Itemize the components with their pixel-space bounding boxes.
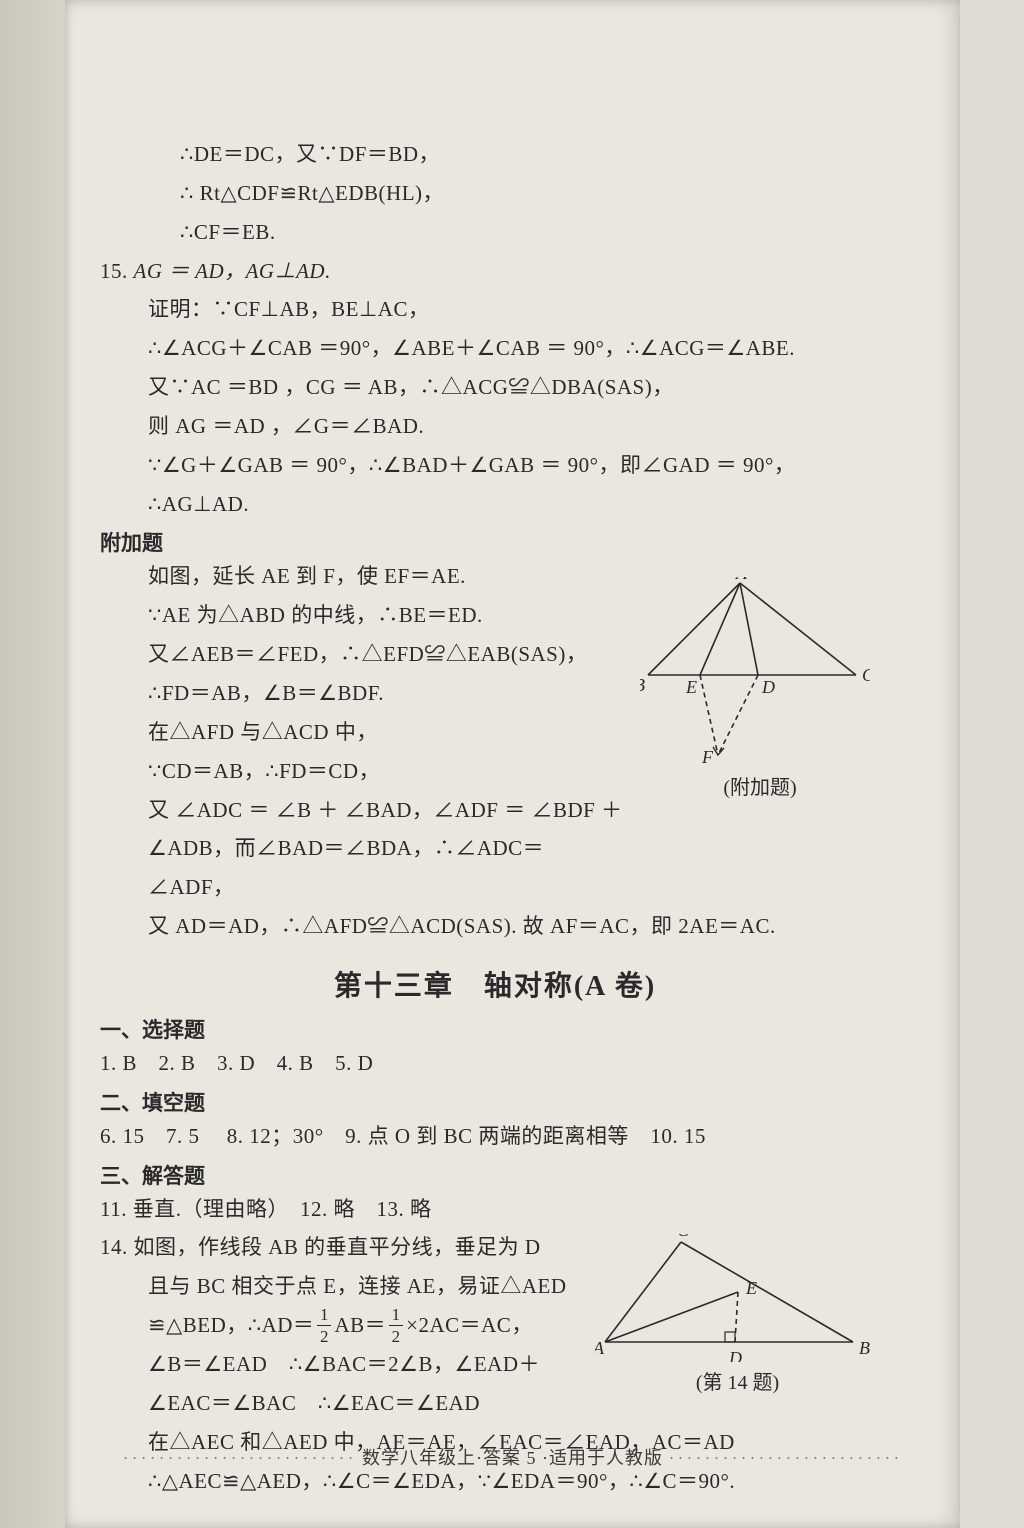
sec2-header: 二、填空题: [100, 1087, 890, 1117]
q15-l6: ∴AG⊥AD.: [100, 485, 890, 524]
q15-l1: 证明：∵CF⊥AB，BE⊥AC，: [100, 290, 890, 329]
svg-text:D: D: [728, 1348, 742, 1362]
q14-l3c: ×2AC＝AC，: [406, 1306, 533, 1345]
page-footer: ·························· 数学八年级上·答案 5 ·…: [65, 1444, 960, 1470]
svg-text:B: B: [859, 1338, 870, 1358]
extra-l7: 又 ∠ADC ＝ ∠B ＋ ∠BAD，∠ADF ＝ ∠BDF ＋: [100, 791, 630, 830]
sec2-line: 6. 15 7. 5 8. 12；30° 9. 点 O 到 BC 两端的距离相等…: [100, 1117, 890, 1156]
top-line-3: ∴CF＝EB.: [100, 213, 890, 252]
sec1-header: 一、选择题: [100, 1014, 890, 1044]
svg-text:E: E: [685, 677, 697, 697]
extra-fig-caption: (附加题): [640, 771, 880, 800]
q14-l1: 14. 如图，作线段 AB 的垂直平分线，垂足为 D: [100, 1228, 590, 1267]
extra-header: 附加题: [100, 527, 890, 557]
sec3-header: 三、解答题: [100, 1160, 890, 1190]
q15-l2: ∴∠ACG＋∠CAB ＝90°，∠ABE＋∠CAB ＝ 90°，∴∠ACG＝∠A…: [100, 329, 890, 368]
extra-l1: 如图，延长 AE 到 F，使 EF＝AE.: [100, 557, 630, 596]
q15-l5: ∵∠G＋∠GAB ＝ 90°，∴∠BAD＋∠GAB ＝ 90°，即∠GAD ＝ …: [100, 446, 890, 485]
extra-figure: A B C D E F (附加题): [640, 577, 880, 800]
q15-head: 15. AG ＝ AD，AG⊥AD.: [100, 252, 890, 291]
svg-text:A: A: [735, 577, 748, 583]
footer-text: 数学八年级上·答案 5 ·适用于人教版: [357, 1448, 669, 1468]
q14-l4: ∠B＝∠EAD ∴∠BAC＝2∠B，∠EAD＋: [100, 1345, 590, 1384]
q14-l1-text: 如图，作线段 AB 的垂直平分线，垂足为 D: [134, 1235, 541, 1259]
extra-l8: ∠ADB，而∠BAD＝∠BDA，∴∠ADC＝∠ADF，: [100, 829, 630, 907]
q14-fig-caption: (第 14 题): [595, 1366, 880, 1395]
extra-l4: ∴FD＝AB，∠B＝∠BDF.: [100, 674, 630, 713]
extra-l2: ∵AE 为△ABD 的中线，∴BE＝ED.: [100, 596, 630, 635]
svg-text:D: D: [761, 677, 775, 697]
svg-text:F: F: [701, 747, 714, 767]
svg-text:C: C: [862, 665, 870, 685]
extra-l3: 又∠AEB＝∠FED，∴△EFD≌△EAB(SAS)，: [100, 635, 630, 674]
top-line-1: ∴DE＝DC，又∵DF＝BD，: [100, 135, 890, 174]
q14-l2: 且与 BC 相交于点 E，连接 AE，易证△AED: [100, 1267, 590, 1306]
q15-head-text: AG ＝ AD，AG⊥AD.: [134, 259, 331, 283]
chapter-title: 第十三章 轴对称(A 卷): [100, 964, 890, 1004]
q14-frac2: 1 2: [389, 1306, 403, 1345]
svg-text:C: C: [677, 1234, 690, 1240]
q15-num: 15.: [100, 259, 128, 283]
extra-l5: 在△AFD 与△ACD 中，: [100, 713, 630, 752]
svg-text:E: E: [745, 1278, 757, 1298]
sec3-l11: 11. 垂直.（理由略） 12. 略 13. 略: [100, 1190, 890, 1229]
q14-frac2-top: 1: [392, 1306, 401, 1323]
q14-frac2-bot: 2: [392, 1328, 401, 1345]
sec1-line: 1. B 2. B 3. D 4. B 5. D: [100, 1044, 890, 1083]
extra-l9: 又 AD＝AD，∴△AFD≌△ACD(SAS). 故 AF＝AC，即 2AE＝A…: [100, 907, 890, 946]
q14-l3a: ≌△BED，∴AD＝: [148, 1306, 314, 1345]
footer-dots-right: ··························: [669, 1448, 903, 1468]
q15-l3: 又∵AC ＝BD ，CG ＝ AB，∴△ACG≌△DBA(SAS)，: [100, 368, 890, 407]
q14-frac1: 1 2: [317, 1306, 331, 1345]
fraction-bar: [317, 1325, 331, 1326]
q14-figure: A B C D E (第 14 题): [595, 1234, 880, 1395]
q14-frac1-bot: 2: [320, 1328, 329, 1345]
q14-l3b: AB＝: [334, 1306, 386, 1345]
q14-frac1-top: 1: [320, 1306, 329, 1323]
footer-dots-left: ··························: [123, 1448, 357, 1468]
top-line-2: ∴ Rt△CDF≌Rt△EDB(HL)，: [100, 174, 890, 213]
q15-l4: 则 AG ＝AD ，∠G＝∠BAD.: [100, 407, 890, 446]
svg-text:B: B: [640, 675, 645, 695]
extra-l6: ∵CD＝AB，∴FD＝CD，: [100, 752, 630, 791]
svg-text:A: A: [595, 1338, 605, 1358]
q14-l5: ∠EAC＝∠BAC ∴∠EAC＝∠EAD: [100, 1384, 590, 1423]
q14-num: 14.: [100, 1235, 128, 1259]
fraction-bar: [389, 1325, 403, 1326]
q14-l3: ≌△BED，∴AD＝ 1 2 AB＝ 1 2 ×2AC＝AC，: [100, 1306, 590, 1345]
